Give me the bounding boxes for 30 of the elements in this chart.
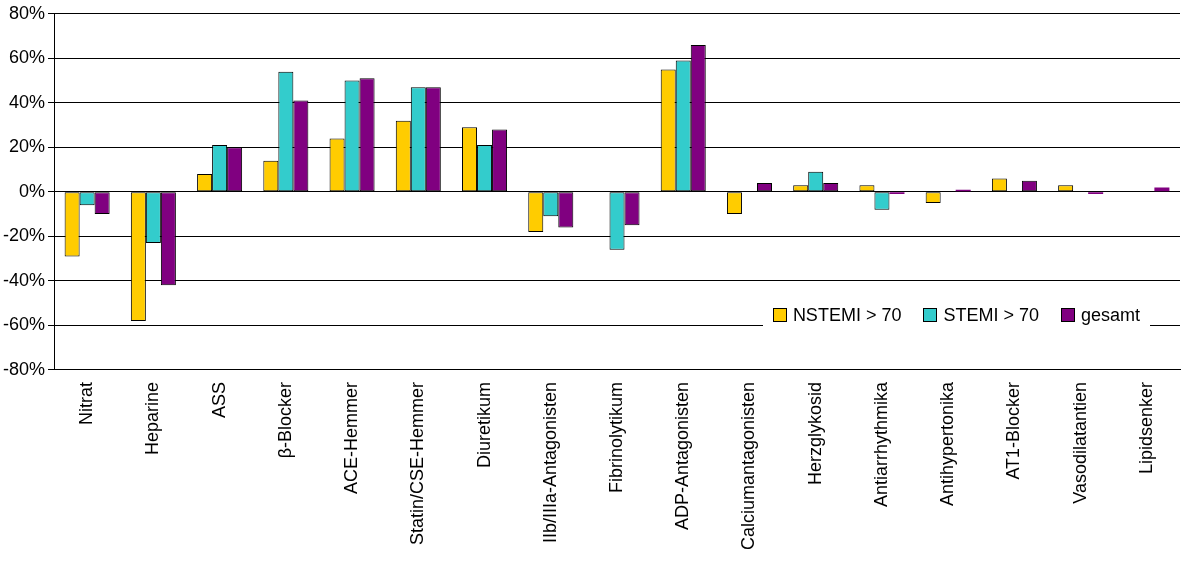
x-tick-label: Antiarrhythmika (870, 380, 891, 507)
x-tick-label: Herzglykosid (804, 381, 825, 485)
legend-label: NSTEMI > 70 (792, 304, 902, 326)
y-tick-label: -40% (2, 269, 46, 290)
x-tick-label: Vasodilatantien (1069, 381, 1090, 504)
x-tick-label: IIb/IIIa-Antagonisten (539, 381, 560, 544)
legend-label: gesamt (1080, 304, 1140, 326)
x-tick-label: Calciumantagonisten (738, 381, 759, 551)
y-tick-label: 80% (8, 2, 46, 23)
y-tick-label: 60% (8, 47, 46, 68)
x-tick-label: ACE-Hemmer (341, 381, 362, 494)
y-tick-label: 40% (8, 91, 46, 112)
x-tick-label: Fibrinolytikum (605, 381, 626, 493)
x-tick-label: Nitrat (76, 381, 97, 425)
x-tick-label: Statin/CSE-Hemmer (407, 381, 428, 545)
y-tick-label: -60% (2, 314, 46, 335)
legend-label: STEMI > 70 (943, 304, 1039, 326)
y-tick-label: -20% (2, 225, 46, 246)
bar (1154, 187, 1170, 192)
y-tick-label: -80% (2, 358, 46, 379)
y-tick-label: 0% (19, 180, 46, 201)
x-tick-label: ASS (208, 381, 229, 418)
x-tick-label: Diuretikum (473, 381, 494, 468)
x-tick-label: AT1-Blocker (1003, 381, 1024, 480)
x-tick-label: ADP-Antagonisten (672, 381, 693, 530)
y-tick-label: 20% (8, 136, 46, 157)
x-tick-label: Heparine (142, 381, 163, 455)
x-tick-label: Lipidsenker (1135, 381, 1156, 474)
x-tick-label: Antihypertonika (937, 380, 958, 506)
x-tick-label: β-Blocker (274, 381, 295, 459)
